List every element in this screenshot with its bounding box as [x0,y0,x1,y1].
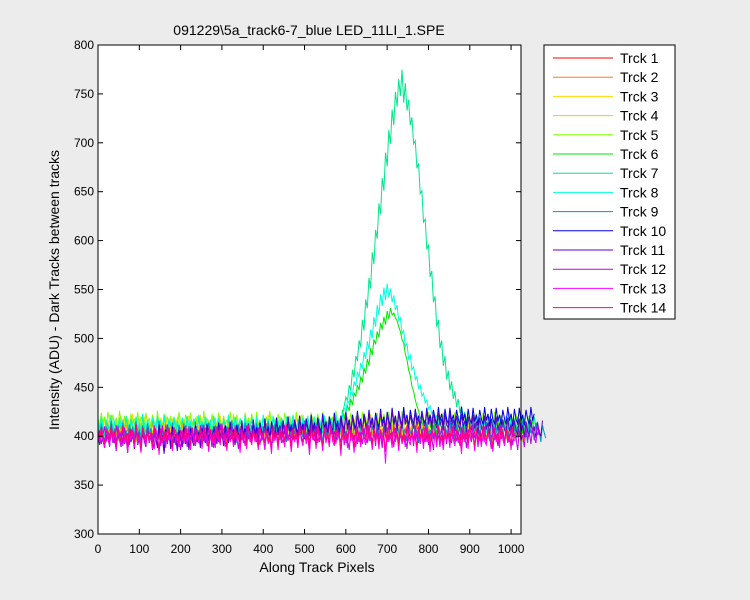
x-tick-label: 0 [95,542,102,556]
legend-label-1: Trck 1 [620,50,659,66]
y-tick-label: 450 [74,380,94,394]
x-tick-label: 200 [171,542,191,556]
y-tick-label: 600 [74,234,94,248]
x-tick-label: 700 [377,542,397,556]
legend-box [543,44,676,320]
legend-label-14: Trck 14 [620,300,666,316]
y-tick-label: 500 [74,331,94,345]
legend-label-5: Trck 5 [620,127,659,143]
x-axis: 0 100 200 300 400 500 600 700 800 900 1000 [95,45,525,556]
x-tick-label: 600 [336,542,356,556]
y-tick-label: 700 [74,136,94,150]
legend-label-8: Trck 8 [620,184,659,200]
y-tick-label: 300 [74,527,94,541]
plot-area [98,45,521,534]
y-tick-label: 650 [74,185,94,199]
legend-label-3: Trck 3 [620,88,659,104]
y-tick-label: 400 [74,429,94,443]
legend-label-6: Trck 6 [620,146,659,162]
legend-label-2: Trck 2 [620,69,659,85]
series-line-11 [97,410,543,454]
legend-label-4: Trck 4 [620,108,659,124]
y-tick-label: 800 [74,38,94,52]
x-tick-label: 500 [295,542,315,556]
series-layer [97,69,547,464]
legend-label-9: Trck 9 [620,204,659,220]
legend-label-13: Trck 13 [620,280,666,296]
x-tick-label: 100 [129,542,149,556]
x-tick-label: 900 [460,542,480,556]
x-tick-label: 1000 [498,542,525,556]
y-tick-label: 550 [74,283,94,297]
x-axis-label: Along Track Pixels [259,559,374,575]
legend-label-12: Trck 12 [620,261,666,277]
x-tick-label: 400 [253,542,273,556]
y-tick-label: 350 [74,478,94,492]
x-tick-label: 300 [212,542,232,556]
legend-label-7: Trck 7 [620,165,659,181]
chart-title: 091229\5a_track6-7_blue LED_11LI_1.SPE [173,22,444,38]
y-axis-label: Intensity (ADU) - Dark Tracks between tr… [46,150,62,430]
legend-label-11: Trck 11 [620,242,665,258]
legend-label-10: Trck 10 [620,223,666,239]
series-line-14 [97,423,515,452]
legend: Trck 1 Trck 2 Trck 3 Trck 4 Trck 5 Trck 6 Trck… [543,44,676,320]
y-axis: 300 350 400 450 500 550 600 650 700 750 800 [74,38,521,541]
y-tick-label: 750 [74,87,94,101]
x-tick-label: 800 [418,542,438,556]
